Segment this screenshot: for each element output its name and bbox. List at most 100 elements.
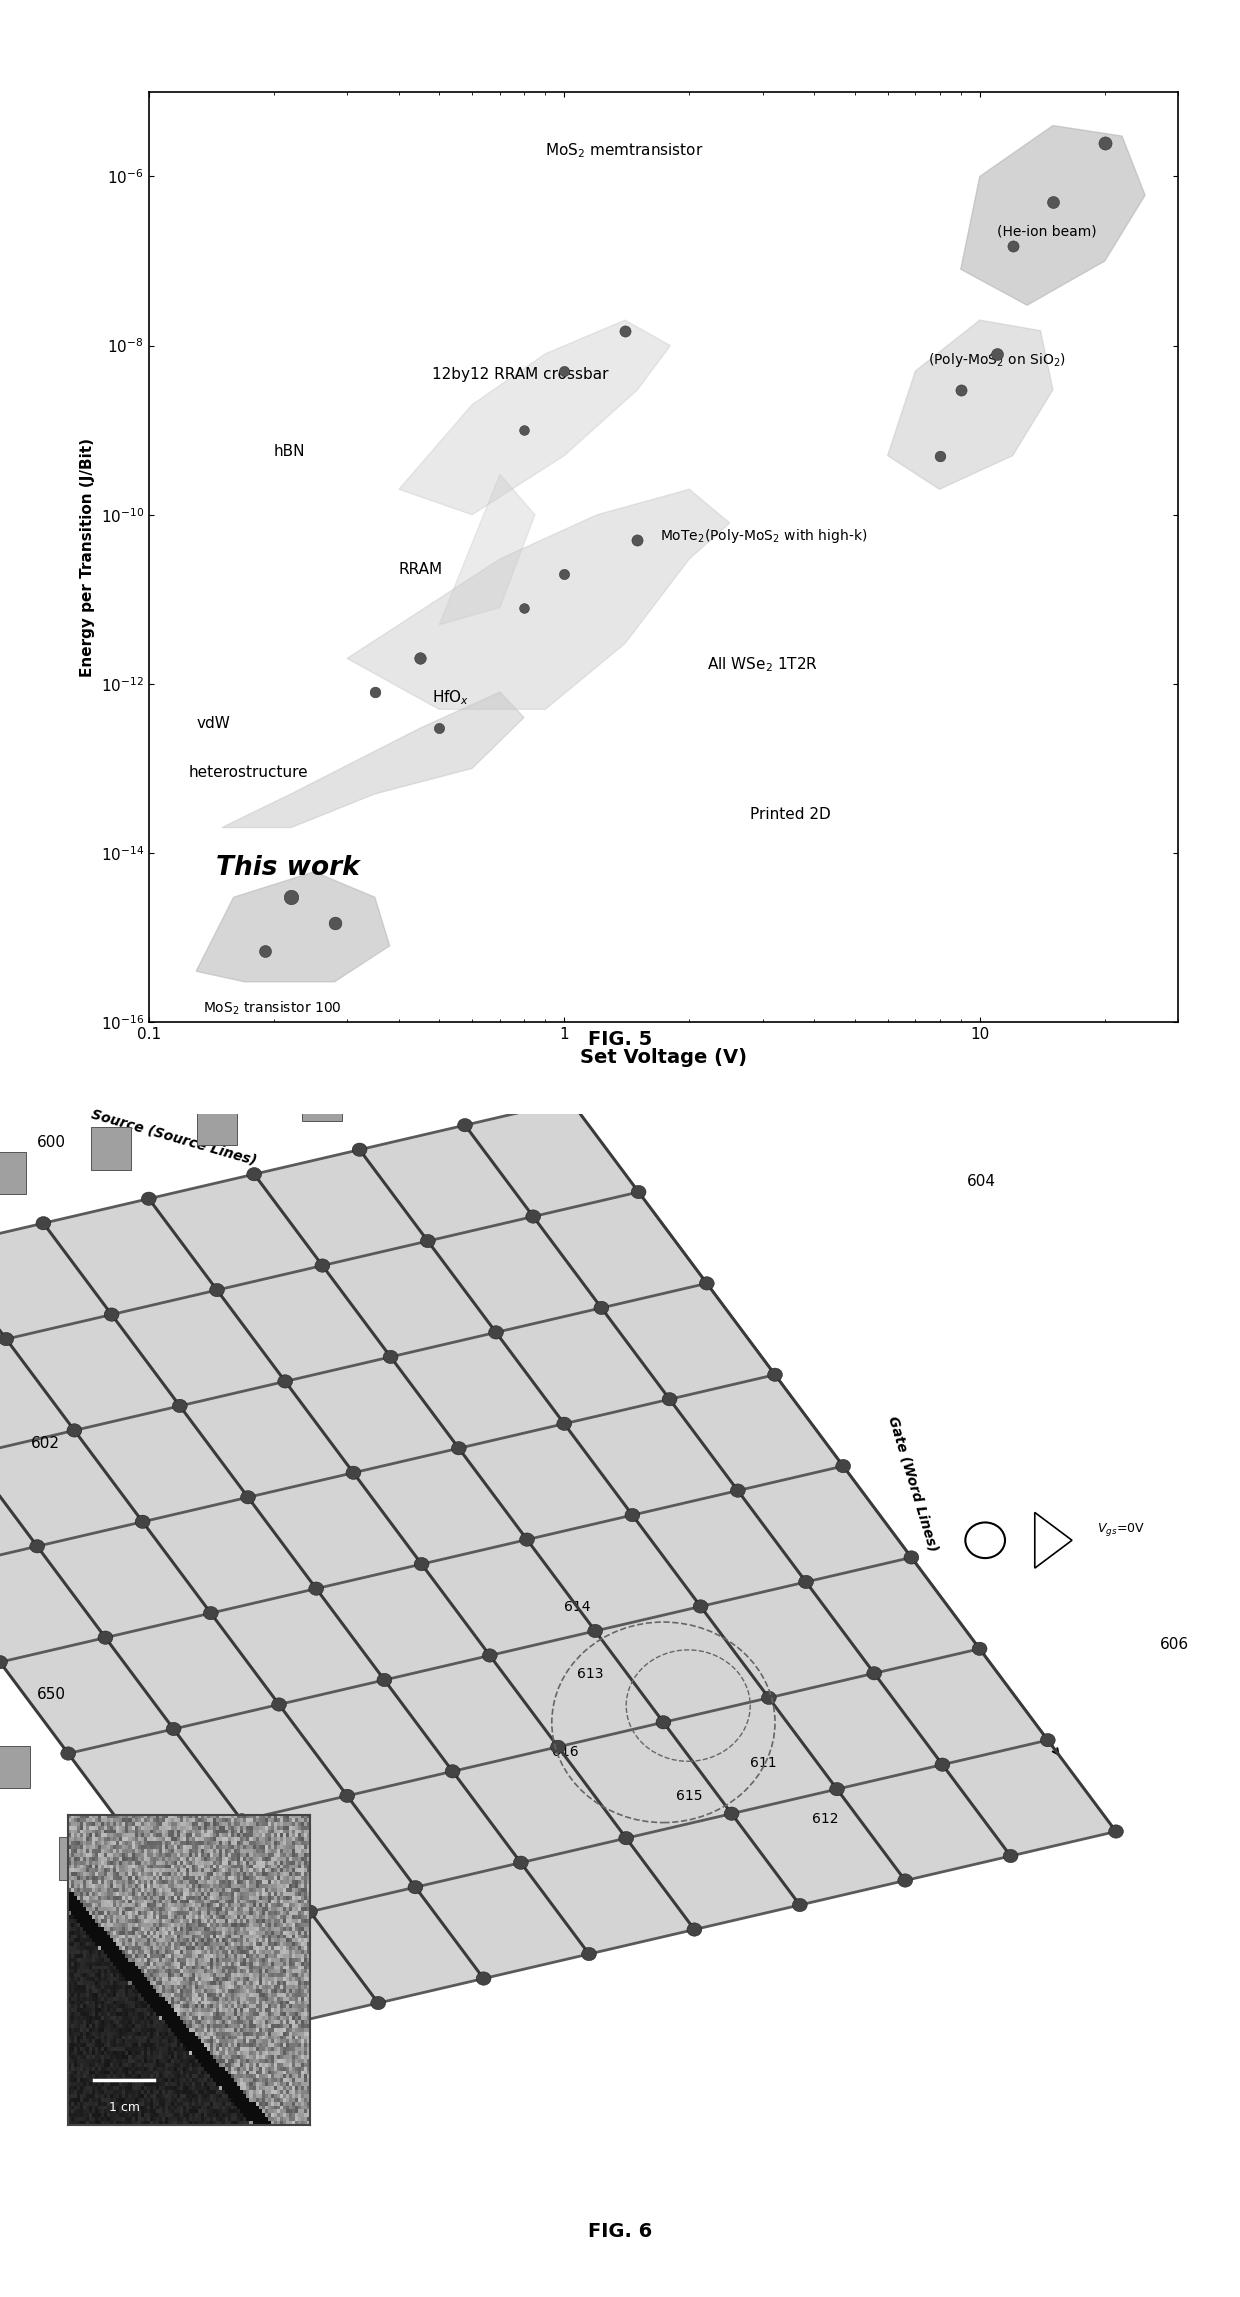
Text: MoTe$_2$(Poly-MoS$_2$ with high-k): MoTe$_2$(Poly-MoS$_2$ with high-k) [660,528,867,544]
Circle shape [1109,1824,1123,1838]
Text: All WSe$_2$ 1T2R: All WSe$_2$ 1T2R [707,655,817,673]
Circle shape [625,1509,640,1523]
Circle shape [761,1691,776,1704]
Point [410,641,430,678]
Circle shape [197,1929,212,1943]
Circle shape [662,1392,677,1406]
Circle shape [563,1093,578,1107]
Text: 611: 611 [750,1755,776,1771]
Circle shape [451,1443,466,1454]
Circle shape [30,1539,45,1553]
Circle shape [799,1576,813,1590]
Point [930,436,950,473]
Circle shape [340,1789,355,1803]
Point [365,673,384,710]
Circle shape [278,1374,293,1387]
Text: 612: 612 [812,1812,838,1826]
Circle shape [408,1881,423,1893]
Circle shape [458,1119,472,1132]
Circle shape [489,1325,503,1339]
Polygon shape [196,873,389,981]
Y-axis label: Energy per Transition (J/Bit): Energy per Transition (J/Bit) [79,436,95,678]
Bar [92,1128,131,1169]
Text: heterostructure: heterostructure [188,765,309,779]
Point [554,556,574,593]
Text: HfO$_x$: HfO$_x$ [432,689,469,707]
Circle shape [867,1668,882,1679]
Bar [58,1838,98,1879]
Circle shape [104,1307,119,1321]
Bar [303,1077,342,1121]
Polygon shape [347,489,729,710]
Circle shape [135,1516,150,1528]
Circle shape [141,1192,156,1206]
Polygon shape [961,126,1145,306]
Text: MoS$_2$ transistor 100: MoS$_2$ transistor 100 [203,999,341,1018]
Circle shape [526,1211,541,1224]
Circle shape [557,1417,572,1431]
Circle shape [482,1649,497,1663]
Point [429,710,449,747]
Point [515,588,534,625]
Circle shape [792,1897,807,1911]
Point [987,335,1007,372]
Circle shape [476,1971,491,1985]
Text: 614: 614 [564,1601,590,1615]
X-axis label: Set Voltage (V): Set Voltage (V) [580,1047,746,1066]
Text: 1 cm: 1 cm [109,2102,140,2113]
Text: RRAM: RRAM [399,563,443,577]
Point [1043,184,1063,221]
Text: Source (Source Lines): Source (Source Lines) [89,1107,258,1167]
Circle shape [0,1332,14,1346]
Bar [195,2019,234,2063]
Text: 615: 615 [676,1789,702,1803]
Circle shape [210,1284,224,1298]
Text: 650: 650 [37,1686,66,1702]
Text: FIG. 5: FIG. 5 [588,1029,652,1050]
Circle shape [836,1459,851,1472]
Circle shape [582,1948,596,1962]
Point [281,880,301,917]
Circle shape [166,1723,181,1737]
Circle shape [935,1757,950,1771]
Circle shape [687,1923,702,1936]
Circle shape [1003,1849,1018,1863]
Circle shape [445,1764,460,1778]
Circle shape [420,1233,435,1247]
Circle shape [693,1599,708,1612]
Circle shape [346,1465,361,1479]
Circle shape [383,1351,398,1364]
Point [554,354,574,390]
Text: MoS$_2$ memtransistor: MoS$_2$ memtransistor [546,140,704,158]
Circle shape [730,1484,745,1498]
Circle shape [36,1217,51,1229]
Bar [126,1929,166,1971]
Circle shape [414,1557,429,1571]
Circle shape [520,1532,534,1546]
Text: FIG. 6: FIG. 6 [588,2221,652,2242]
Circle shape [247,1167,262,1181]
Polygon shape [439,475,534,625]
Circle shape [203,1606,218,1619]
Circle shape [619,1831,634,1844]
Circle shape [830,1782,844,1796]
Circle shape [129,1838,144,1851]
Text: vdW: vdW [196,717,229,730]
Polygon shape [888,319,1053,489]
Circle shape [513,1856,528,1870]
Point [515,411,534,448]
Circle shape [656,1716,671,1730]
Text: 600: 600 [37,1135,66,1151]
Circle shape [898,1874,913,1888]
Polygon shape [0,1100,1116,2028]
Text: This work: This work [216,854,360,882]
Circle shape [377,1672,392,1686]
Bar [0,1746,30,1787]
Circle shape [904,1550,919,1564]
Point [325,905,345,942]
Circle shape [972,1642,987,1656]
Text: (He-ion beam): (He-ion beam) [997,225,1096,239]
Circle shape [0,1656,7,1670]
Circle shape [551,1741,565,1753]
Circle shape [1040,1734,1055,1746]
